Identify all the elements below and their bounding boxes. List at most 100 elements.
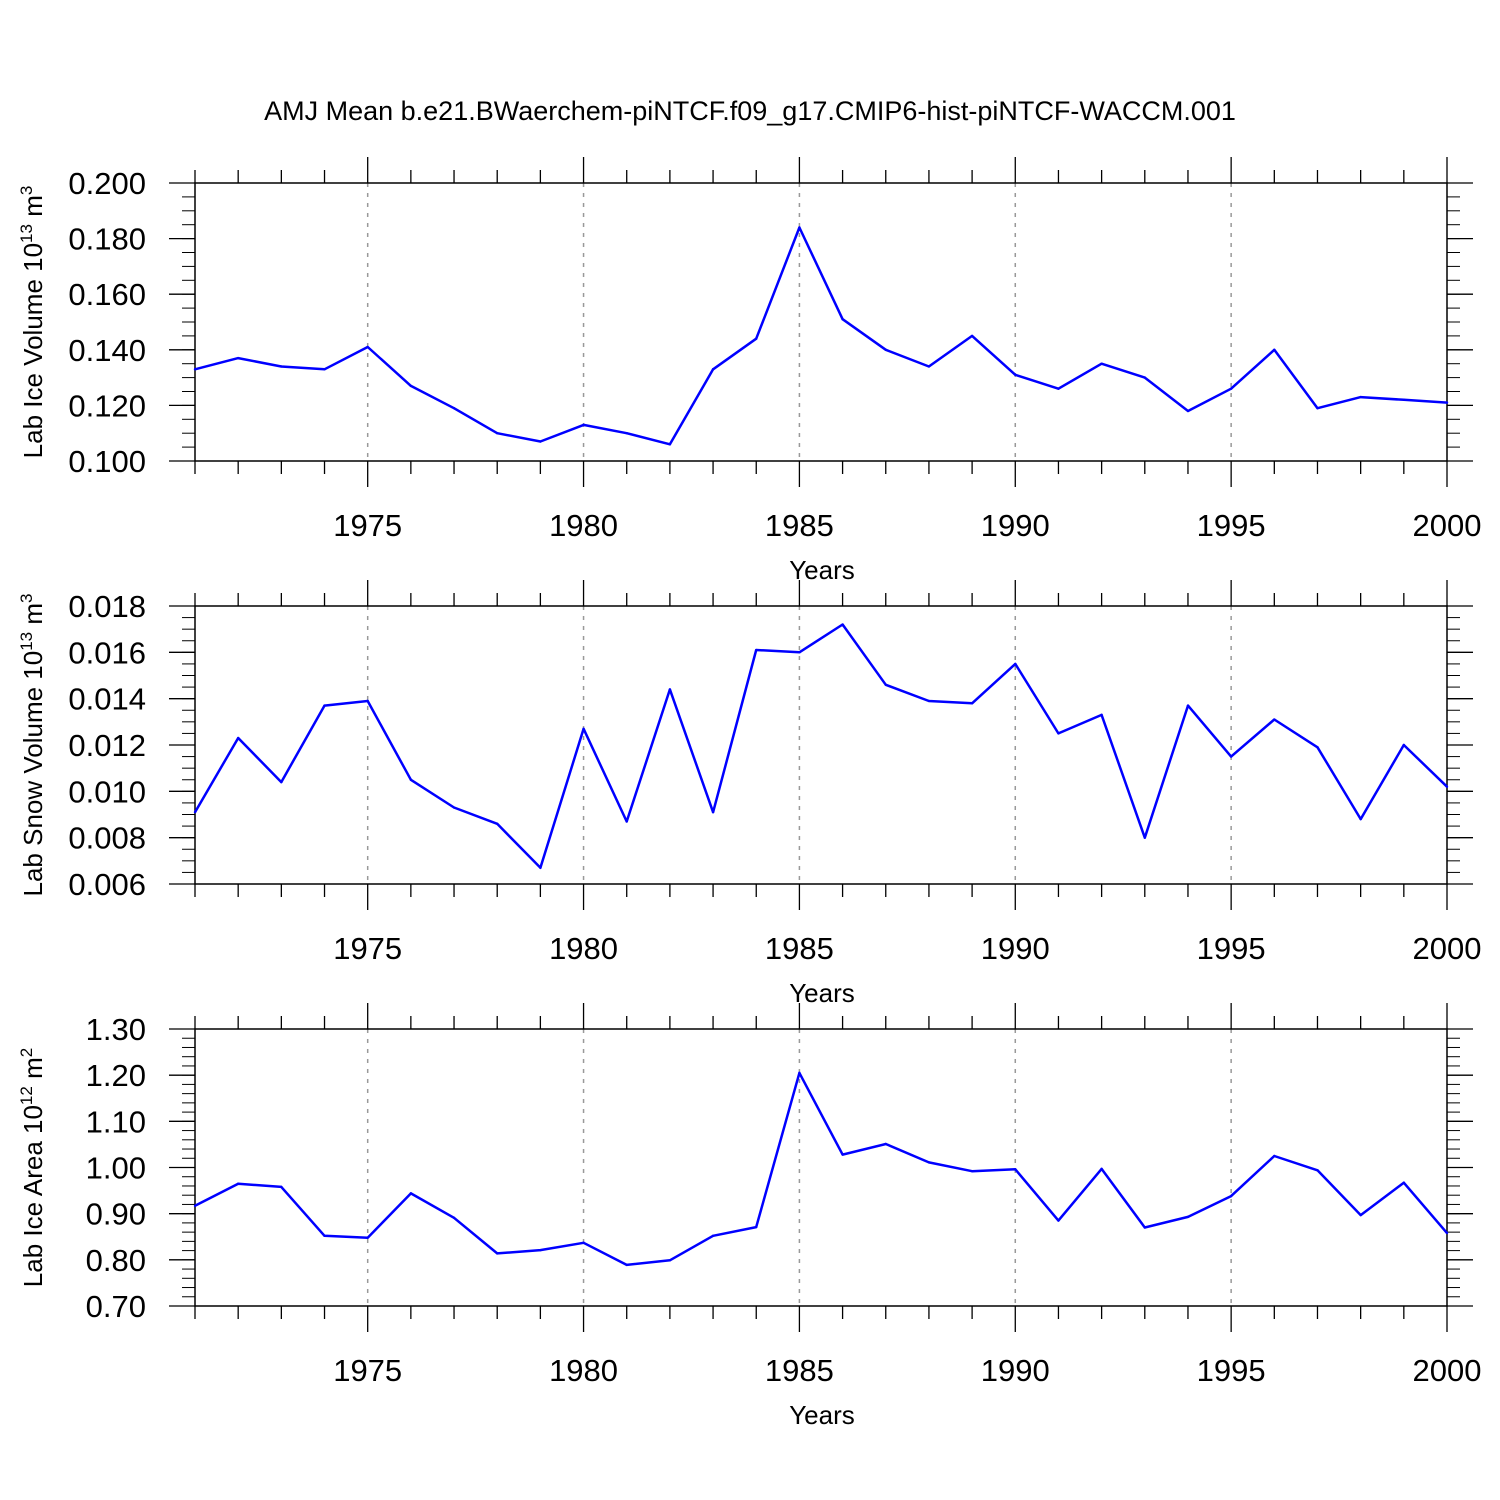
plot-frame	[194, 1028, 1448, 1307]
x-tick-label: 1980	[549, 1353, 618, 1388]
x-tick-label: 1995	[1197, 508, 1266, 543]
x-tick-label: 1975	[333, 508, 402, 543]
data-point	[496, 1252, 499, 1255]
data-point	[280, 365, 283, 368]
data-point	[927, 699, 931, 703]
y-tick-label: 0.012	[68, 728, 146, 763]
data-point	[1014, 373, 1017, 377]
y-tick-label: 0.100	[68, 444, 146, 479]
data-point	[1100, 1167, 1103, 1171]
y-tick-label: 1.10	[86, 1104, 146, 1139]
y-tick-label: 0.180	[68, 222, 146, 257]
x-tick-label: 1985	[765, 508, 834, 543]
data-point	[1402, 1181, 1406, 1184]
y-tick-label: 0.006	[68, 867, 146, 902]
data-point	[582, 727, 585, 730]
data-point	[409, 384, 413, 388]
data-point	[711, 1234, 715, 1238]
data-point	[625, 820, 628, 823]
y-label-text: Lab Ice Volume 10	[18, 243, 48, 458]
data-point	[1316, 746, 1319, 749]
x-tick-label: 1980	[549, 931, 618, 966]
data-point	[711, 810, 715, 814]
data-point	[755, 1225, 758, 1229]
data-point	[539, 866, 542, 869]
data-point	[1445, 401, 1449, 404]
data-point	[582, 1241, 585, 1244]
y-tick-label: 0.018	[68, 589, 146, 624]
data-point	[927, 1161, 931, 1164]
data-point	[841, 623, 844, 626]
y-label-unit: m	[18, 195, 48, 224]
data-point	[409, 778, 413, 781]
data-point	[1057, 1219, 1060, 1222]
chart-title: AMJ Mean b.e21.BWaerchem-piNTCF.f09_g17.…	[264, 96, 1236, 126]
data-point	[1359, 395, 1362, 399]
x-tick-label: 1975	[333, 931, 402, 966]
y-label-exp: 13	[17, 632, 36, 651]
data-point	[1143, 836, 1146, 839]
y-tick-label: 0.70	[86, 1289, 146, 1324]
data-point	[452, 406, 456, 410]
y-tick-label: 0.200	[68, 166, 146, 201]
data-point	[668, 688, 672, 691]
data-point	[1057, 387, 1060, 390]
y-tick-label: 0.80	[86, 1243, 146, 1278]
data-point	[755, 648, 758, 652]
data-point	[1273, 348, 1276, 351]
data-point	[236, 736, 240, 740]
y-label-text: Lab Snow Volume 10	[18, 651, 48, 897]
x-tick-label: 2000	[1413, 1353, 1482, 1388]
data-point	[1402, 743, 1406, 747]
x-axis-label: Years	[789, 978, 855, 1008]
y-axis-label: Lab Ice Volume 1013 m3	[17, 186, 48, 459]
y-tick-label: 0.120	[68, 388, 146, 423]
data-point	[193, 810, 197, 814]
data-point	[323, 1234, 326, 1238]
data-point	[366, 1236, 369, 1239]
y-axis-label: Lab Snow Volume 1013 m3	[17, 593, 48, 896]
y-label-unit-exp: 2	[17, 1048, 36, 1057]
data-point	[1186, 1215, 1190, 1219]
series-line	[194, 226, 1448, 446]
data-point	[1143, 1226, 1146, 1229]
data-point	[1186, 409, 1190, 413]
data-point	[193, 1204, 197, 1208]
y-tick-label: 0.160	[68, 277, 146, 312]
data-point	[496, 822, 499, 825]
data-point	[927, 365, 931, 368]
data-point	[841, 1153, 844, 1156]
data-point	[366, 699, 369, 703]
x-tick-label: 1985	[765, 931, 834, 966]
data-point	[625, 432, 628, 435]
data-point	[884, 683, 887, 686]
data-point	[1057, 732, 1060, 735]
data-point	[884, 348, 887, 351]
x-tick-label: 1995	[1197, 931, 1266, 966]
data-point	[452, 806, 456, 809]
panel-lab-snow-volume: 0.006 0.008 0.010 0.012 0.014 0.016 0.018 1975 1…	[17, 580, 1481, 1008]
data-point	[668, 443, 672, 446]
y-label-unit: m	[18, 1057, 48, 1086]
x-tick-label: 1990	[981, 508, 1050, 543]
y-tick-label: 1.20	[86, 1058, 146, 1093]
data-point	[1359, 1213, 1362, 1217]
data-point	[970, 334, 974, 338]
y-tick-label: 0.016	[68, 635, 146, 670]
y-tick-label: 1.30	[86, 1012, 146, 1047]
data-point	[323, 368, 326, 371]
data-point	[1402, 398, 1406, 402]
x-axis-label: Years	[789, 1400, 855, 1430]
x-tick-label: 1975	[333, 1353, 402, 1388]
data-point	[1273, 718, 1276, 721]
data-point	[280, 1185, 283, 1189]
x-tick-label: 2000	[1413, 931, 1482, 966]
y-label-exp: 12	[17, 1086, 36, 1105]
data-point	[236, 356, 240, 360]
data-point	[970, 1169, 974, 1173]
x-axis-label: Years	[789, 555, 855, 585]
data-point	[1100, 362, 1103, 365]
data-point	[970, 702, 974, 705]
data-point	[1316, 406, 1319, 410]
